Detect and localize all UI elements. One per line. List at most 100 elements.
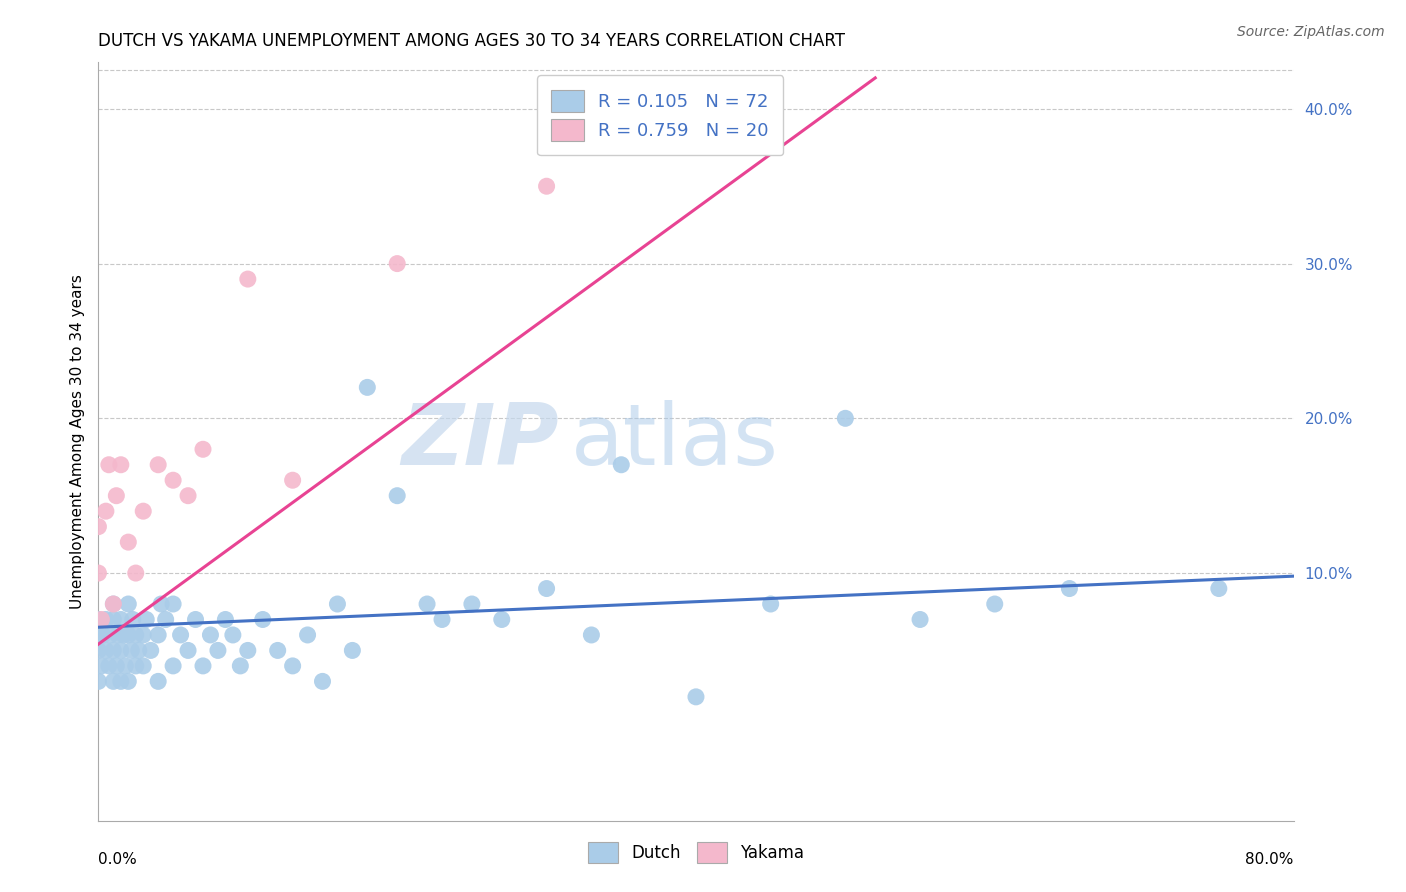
Point [281,659,304,673]
Point [125,628,148,642]
Point [97,659,120,673]
Point [685,690,707,704]
Text: Source: ZipAtlas.com: Source: ZipAtlas.com [1237,25,1385,39]
Point [110,612,132,626]
Point [610,458,633,472]
Point [155,612,177,626]
Point [214,612,236,626]
Point [177,489,200,503]
Point [117,597,139,611]
Point [416,597,439,611]
Point [162,659,184,673]
Point [326,597,349,611]
Text: 0.0%: 0.0% [98,852,138,867]
Point [121,612,143,626]
Point [536,582,558,596]
Point [98,628,122,642]
Point [148,674,170,689]
Point [191,659,214,673]
Point [229,659,252,673]
Point [97,458,120,472]
Point [125,566,148,580]
Point [491,612,513,626]
Point [342,643,364,657]
Point [103,612,125,626]
Point [908,612,931,626]
Point [385,489,409,503]
Point [128,643,150,657]
Point [162,473,184,487]
Point [759,597,782,611]
Point [655,133,678,147]
Point [103,674,125,689]
Point [94,504,117,518]
Point [1059,582,1081,596]
Point [103,597,125,611]
Point [169,628,191,642]
Point [110,458,132,472]
Point [103,643,125,657]
Text: DUTCH VS YAKAMA UNEMPLOYMENT AMONG AGES 30 TO 34 YEARS CORRELATION CHART: DUTCH VS YAKAMA UNEMPLOYMENT AMONG AGES … [98,32,845,50]
Point [117,535,139,549]
Point [200,628,222,642]
Point [87,612,110,626]
Point [984,597,1007,611]
Point [184,612,207,626]
Point [132,659,155,673]
Point [135,612,157,626]
Point [148,628,170,642]
Text: 80.0%: 80.0% [1246,852,1294,867]
Point [117,628,139,642]
Point [107,628,129,642]
Point [114,659,136,673]
Point [162,597,184,611]
Point [150,597,173,611]
Point [148,458,170,472]
Point [207,643,229,657]
Text: ZIP: ZIP [401,400,558,483]
Point [94,612,117,626]
Text: atlas: atlas [571,400,779,483]
Point [120,643,142,657]
Point [536,179,558,194]
Point [222,628,245,642]
Point [267,643,290,657]
Point [91,628,114,642]
Point [139,643,162,657]
Point [90,612,112,626]
Point [356,380,378,394]
Point [132,628,155,642]
Point [581,628,603,642]
Point [110,674,132,689]
Point [385,257,409,271]
Point [177,643,200,657]
Point [834,411,856,425]
Point [281,473,304,487]
Point [297,628,319,642]
Point [191,442,214,457]
Point [117,674,139,689]
Point [87,628,110,642]
Y-axis label: Unemployment Among Ages 30 to 34 years: Unemployment Among Ages 30 to 34 years [69,274,84,609]
Point [87,566,110,580]
Legend: Dutch, Yakama: Dutch, Yakama [581,836,811,869]
Point [430,612,453,626]
Point [110,643,132,657]
Point [90,659,112,673]
Point [125,659,148,673]
Point [461,597,484,611]
Point [236,643,259,657]
Point [252,612,274,626]
Point [94,643,117,657]
Point [112,628,135,642]
Point [236,272,259,286]
Point [87,519,110,533]
Point [103,597,125,611]
Point [87,674,110,689]
Point [132,504,155,518]
Point [87,643,110,657]
Point [105,659,128,673]
Point [311,674,333,689]
Point [1208,582,1230,596]
Point [105,489,128,503]
